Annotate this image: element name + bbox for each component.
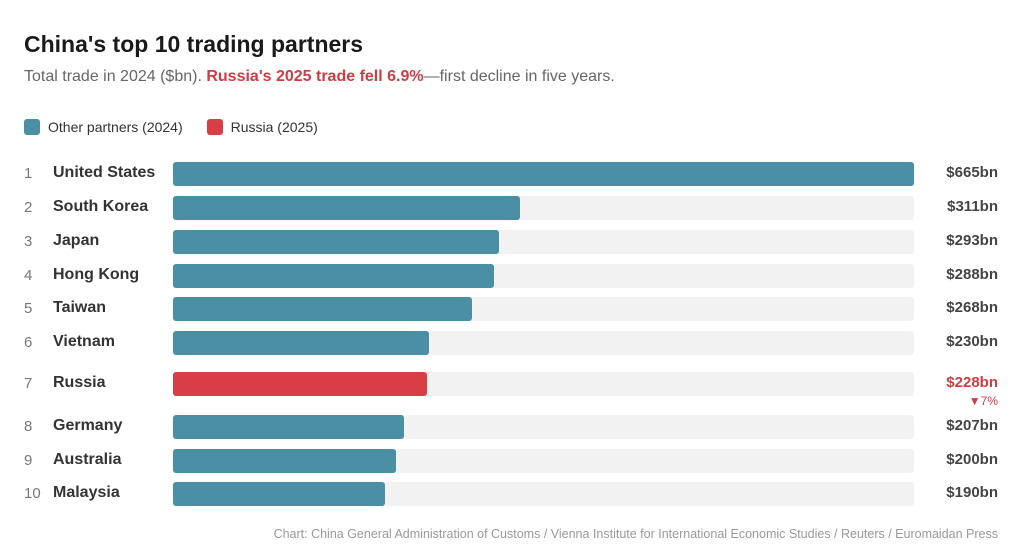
category-label: Malaysia (53, 484, 120, 501)
bar-row: 2 South Korea $311bn (0, 196, 1024, 220)
bar-row: 6 Vietnam $230bn (0, 331, 1024, 355)
chart-title: China's top 10 trading partners (24, 31, 364, 57)
bar-track (173, 162, 914, 186)
bar (173, 297, 472, 321)
bar-row: 4 Hong Kong $288bn (0, 264, 1024, 288)
bar-track (173, 449, 914, 473)
bar-track (173, 372, 914, 396)
rank-label: 7 (24, 375, 33, 392)
bar (173, 415, 404, 439)
bar (173, 264, 494, 288)
bar (173, 230, 500, 254)
subtitle-prefix: Total trade in 2024 ($bn). (24, 68, 207, 85)
legend: Other partners (2024) Russia (2025) (24, 119, 342, 135)
legend-label-russia: Russia (2025) (230, 119, 318, 135)
value-label: $207bn (946, 417, 998, 434)
bar-track (173, 482, 914, 506)
category-label: Hong Kong (53, 266, 140, 283)
rank-label: 3 (24, 233, 33, 250)
legend-item-russia: Russia (2025) (206, 119, 318, 135)
bar-track (173, 415, 914, 439)
legend-swatch-russia (206, 119, 223, 135)
chart-subtitle: Total trade in 2024 ($bn). Russia's 2025… (24, 68, 615, 86)
bar (173, 331, 430, 355)
value-label: $230bn (946, 333, 998, 350)
bar-track (173, 297, 914, 321)
source-note: Chart: China General Administration of C… (273, 527, 998, 541)
bar (173, 162, 914, 186)
legend-swatch-other (24, 119, 40, 135)
bar (173, 196, 520, 220)
category-label: Australia (53, 451, 122, 468)
bar-row: 8 Germany $207bn (0, 415, 1024, 439)
value-label: $293bn (946, 232, 998, 249)
bar (173, 482, 385, 506)
bar (173, 372, 428, 396)
category-label: Vietnam (53, 333, 115, 350)
rank-label: 6 (24, 334, 33, 351)
bar-row: 7 Russia $228bn ▼7% (0, 372, 1024, 408)
rank-label: 9 (24, 452, 33, 469)
bar-row: 5 Taiwan $268bn (0, 297, 1024, 321)
value-label: $665bn (946, 164, 998, 181)
bar-track (173, 331, 914, 355)
rank-label: 8 (24, 418, 33, 435)
value-label: $311bn (947, 198, 998, 215)
rank-label: 10 (24, 485, 41, 502)
bar-track (173, 264, 914, 288)
rank-label: 4 (24, 267, 33, 284)
bar-track (173, 196, 914, 220)
change-label: ▼7% (968, 394, 998, 408)
bar-row: 3 Japan $293bn (0, 230, 1024, 254)
bar-row: 9 Australia $200bn (0, 449, 1024, 473)
bar-track (173, 230, 914, 254)
category-label: United States (53, 164, 156, 181)
value-label: $190bn (946, 484, 998, 501)
value-label: $228bn (946, 374, 998, 391)
bar-row: 10 Malaysia $190bn (0, 482, 1024, 506)
value-label: $288bn (946, 266, 998, 283)
rank-label: 2 (24, 199, 33, 216)
subtitle-highlight: Russia's 2025 trade fell 6.9% (206, 68, 424, 85)
category-label: Japan (53, 232, 100, 249)
legend-item-other: Other partners (2024) (24, 119, 183, 135)
bar-row: 1 United States $665bn (0, 162, 1024, 186)
category-label: Russia (53, 374, 106, 391)
category-label: Germany (53, 417, 123, 434)
rank-label: 1 (24, 165, 33, 182)
legend-label-other: Other partners (2024) (48, 119, 183, 135)
value-label: $200bn (946, 451, 998, 468)
rank-label: 5 (24, 300, 33, 317)
subtitle-suffix: —first decline in five years. (423, 68, 615, 85)
category-label: Taiwan (53, 299, 107, 316)
bar (173, 449, 396, 473)
value-label: $268bn (946, 299, 998, 316)
category-label: South Korea (53, 198, 149, 215)
